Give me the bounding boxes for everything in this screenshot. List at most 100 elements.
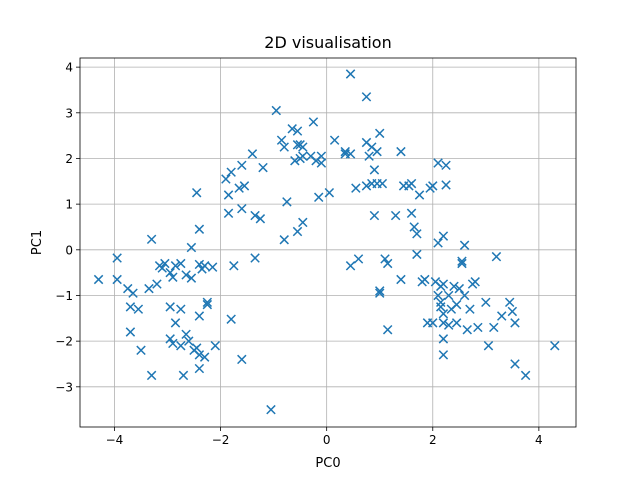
y-axis-ticks: −3 −2 −1 0 1 2 3 4	[55, 61, 80, 394]
data-point	[377, 178, 388, 189]
data-point	[438, 309, 449, 319]
y-tick-label: 2	[65, 152, 73, 166]
data-point	[374, 288, 385, 298]
data-point	[239, 181, 250, 191]
data-point	[316, 151, 327, 161]
data-point	[298, 217, 308, 228]
data-point	[292, 140, 303, 150]
data-point	[237, 354, 247, 365]
data-point	[184, 336, 194, 346]
data-point	[165, 302, 175, 312]
data-point	[412, 249, 422, 260]
data-point	[176, 340, 186, 351]
plot-frame	[79, 57, 577, 428]
data-point	[382, 258, 393, 269]
chart-title: 2D visualisation	[264, 33, 391, 52]
data-point	[491, 251, 502, 262]
x-axis-ticks: −4 −2 0 2 4	[106, 427, 543, 447]
y-tick-label: 3	[65, 106, 73, 120]
data-point	[247, 149, 258, 159]
data-point	[369, 165, 380, 175]
data-point	[435, 297, 446, 308]
data-point	[435, 302, 446, 312]
y-tick-label: −1	[55, 289, 73, 303]
data-point	[316, 158, 327, 168]
data-point	[194, 363, 205, 374]
data-point	[125, 327, 136, 337]
y-tick-label: 0	[65, 243, 73, 257]
data-point	[176, 304, 186, 314]
data-point	[507, 306, 518, 317]
data-point	[207, 262, 218, 272]
data-point	[223, 190, 234, 200]
data-point	[414, 190, 425, 200]
data-point	[396, 274, 406, 285]
data-point	[438, 231, 449, 241]
data-point	[433, 238, 443, 248]
data-point	[229, 261, 239, 271]
data-point	[165, 267, 175, 278]
data-point	[276, 135, 287, 145]
data-point	[146, 370, 157, 381]
data-point	[340, 146, 350, 157]
x-tick-label: 2	[429, 433, 437, 447]
data-point	[186, 273, 197, 283]
data-point	[438, 334, 449, 344]
data-point	[176, 258, 186, 269]
data-point	[146, 234, 157, 245]
data-point	[433, 158, 443, 168]
data-point	[237, 160, 247, 171]
data-point	[345, 261, 356, 271]
data-point	[234, 183, 244, 193]
data-point	[420, 274, 430, 285]
data-point	[250, 253, 260, 263]
y-tick-label: −2	[55, 335, 73, 349]
data-point	[186, 242, 197, 253]
grid	[80, 58, 576, 427]
data-point	[382, 324, 393, 335]
data-point	[282, 197, 292, 207]
data-point	[181, 329, 191, 340]
data-points	[93, 69, 560, 415]
y-axis-label: PC1	[30, 230, 45, 255]
data-point	[457, 258, 467, 269]
data-point	[428, 181, 438, 191]
data-point	[396, 146, 406, 157]
data-point	[438, 318, 449, 328]
data-point	[112, 253, 122, 263]
data-point	[313, 192, 324, 203]
data-point	[510, 318, 520, 328]
data-point	[369, 210, 380, 221]
data-point	[441, 160, 451, 171]
data-point	[168, 272, 178, 282]
data-point	[191, 187, 202, 198]
data-point	[199, 352, 210, 362]
data-point	[459, 240, 470, 250]
data-point	[287, 124, 297, 134]
data-point	[221, 174, 231, 184]
data-point	[489, 322, 499, 333]
data-point	[266, 404, 276, 415]
data-point	[133, 304, 144, 314]
data-point	[128, 288, 138, 298]
data-point	[390, 210, 401, 221]
data-point	[279, 142, 289, 152]
data-point	[380, 254, 390, 264]
data-point	[443, 290, 454, 301]
data-point	[364, 151, 374, 161]
data-point	[210, 340, 221, 351]
data-point	[351, 183, 361, 193]
data-point	[292, 126, 303, 136]
data-point	[194, 259, 205, 270]
data-point	[279, 235, 289, 245]
data-point	[194, 311, 205, 321]
data-point	[459, 290, 470, 301]
data-point	[290, 156, 300, 166]
data-point	[470, 277, 480, 287]
data-point	[443, 320, 454, 330]
data-point	[160, 258, 170, 269]
data-point	[255, 214, 266, 224]
data-point	[345, 149, 356, 159]
data-point	[451, 318, 462, 328]
